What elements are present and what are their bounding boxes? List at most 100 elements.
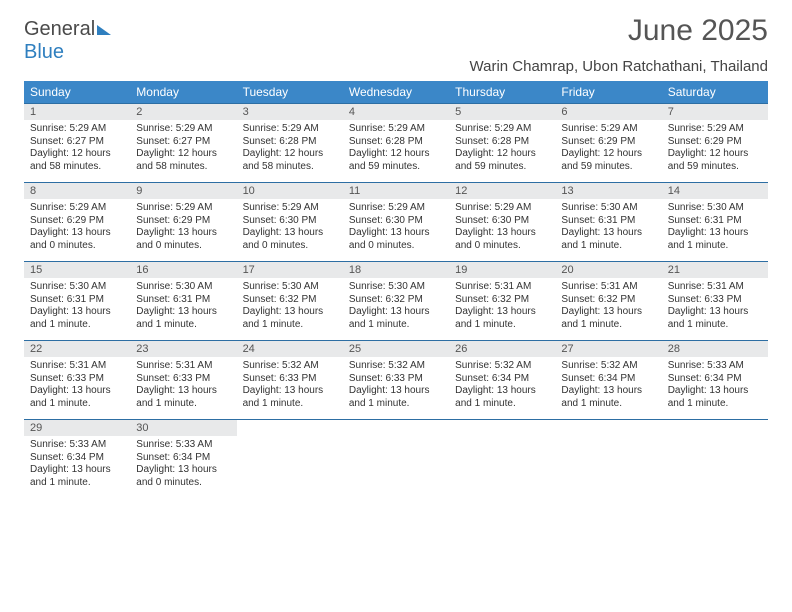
day-number: 7 (662, 104, 768, 120)
sunrise-line: Sunrise: 5:32 AM (349, 360, 443, 373)
day-body: Sunrise: 5:30 AMSunset: 6:31 PMDaylight:… (555, 199, 661, 256)
day-cell: .. (555, 420, 661, 498)
day-cell: 4Sunrise: 5:29 AMSunset: 6:28 PMDaylight… (343, 104, 449, 182)
daylight-line: Daylight: 13 hours and 0 minutes. (349, 227, 443, 252)
day-body: Sunrise: 5:29 AMSunset: 6:29 PMDaylight:… (130, 199, 236, 256)
sunset-line: Sunset: 6:34 PM (455, 373, 549, 386)
sunset-line: Sunset: 6:34 PM (668, 373, 762, 386)
day-cell: 12Sunrise: 5:29 AMSunset: 6:30 PMDayligh… (449, 183, 555, 261)
day-number: 29 (24, 420, 130, 436)
day-cell: 21Sunrise: 5:31 AMSunset: 6:33 PMDayligh… (662, 262, 768, 340)
sunset-line: Sunset: 6:27 PM (30, 136, 124, 149)
day-body: Sunrise: 5:29 AMSunset: 6:28 PMDaylight:… (449, 120, 555, 177)
sunset-line: Sunset: 6:32 PM (455, 294, 549, 307)
day-cell: .. (343, 420, 449, 498)
day-number: 1 (24, 104, 130, 120)
day-cell: 19Sunrise: 5:31 AMSunset: 6:32 PMDayligh… (449, 262, 555, 340)
sunrise-line: Sunrise: 5:31 AM (455, 281, 549, 294)
day-number: 20 (555, 262, 661, 278)
day-body: Sunrise: 5:33 AMSunset: 6:34 PMDaylight:… (130, 436, 236, 493)
sunset-line: Sunset: 6:29 PM (668, 136, 762, 149)
daylight-line: Daylight: 12 hours and 58 minutes. (243, 148, 337, 173)
day-cell: 24Sunrise: 5:32 AMSunset: 6:33 PMDayligh… (237, 341, 343, 419)
day-number: 8 (24, 183, 130, 199)
daylight-line: Daylight: 13 hours and 1 minute. (455, 306, 549, 331)
sunrise-line: Sunrise: 5:31 AM (136, 360, 230, 373)
day-body: Sunrise: 5:32 AMSunset: 6:33 PMDaylight:… (343, 357, 449, 414)
day-body: Sunrise: 5:30 AMSunset: 6:31 PMDaylight:… (24, 278, 130, 335)
day-cell: 29Sunrise: 5:33 AMSunset: 6:34 PMDayligh… (24, 420, 130, 498)
daylight-line: Daylight: 12 hours and 58 minutes. (136, 148, 230, 173)
day-header: Friday (555, 81, 661, 103)
sunset-line: Sunset: 6:30 PM (455, 215, 549, 228)
daylight-line: Daylight: 12 hours and 59 minutes. (455, 148, 549, 173)
daylight-line: Daylight: 13 hours and 1 minute. (243, 306, 337, 331)
day-header-row: Sunday Monday Tuesday Wednesday Thursday… (24, 81, 768, 103)
sunset-line: Sunset: 6:31 PM (136, 294, 230, 307)
day-body: Sunrise: 5:30 AMSunset: 6:31 PMDaylight:… (662, 199, 768, 256)
day-cell: 9Sunrise: 5:29 AMSunset: 6:29 PMDaylight… (130, 183, 236, 261)
sunset-line: Sunset: 6:30 PM (243, 215, 337, 228)
sunset-line: Sunset: 6:28 PM (455, 136, 549, 149)
sunset-line: Sunset: 6:33 PM (136, 373, 230, 386)
sunset-line: Sunset: 6:33 PM (243, 373, 337, 386)
day-body: Sunrise: 5:29 AMSunset: 6:29 PMDaylight:… (555, 120, 661, 177)
sunset-line: Sunset: 6:32 PM (243, 294, 337, 307)
day-number: 2 (130, 104, 236, 120)
day-number: 14 (662, 183, 768, 199)
sunset-line: Sunset: 6:29 PM (30, 215, 124, 228)
daylight-line: Daylight: 12 hours and 59 minutes. (349, 148, 443, 173)
day-body: Sunrise: 5:32 AMSunset: 6:34 PMDaylight:… (449, 357, 555, 414)
day-body: Sunrise: 5:31 AMSunset: 6:32 PMDaylight:… (449, 278, 555, 335)
day-cell: 16Sunrise: 5:30 AMSunset: 6:31 PMDayligh… (130, 262, 236, 340)
day-cell: 3Sunrise: 5:29 AMSunset: 6:28 PMDaylight… (237, 104, 343, 182)
day-number: 18 (343, 262, 449, 278)
day-number: 26 (449, 341, 555, 357)
week-row: 22Sunrise: 5:31 AMSunset: 6:33 PMDayligh… (24, 340, 768, 419)
day-cell: 25Sunrise: 5:32 AMSunset: 6:33 PMDayligh… (343, 341, 449, 419)
day-cell: 27Sunrise: 5:32 AMSunset: 6:34 PMDayligh… (555, 341, 661, 419)
day-cell: 13Sunrise: 5:30 AMSunset: 6:31 PMDayligh… (555, 183, 661, 261)
weeks-container: 1Sunrise: 5:29 AMSunset: 6:27 PMDaylight… (24, 103, 768, 498)
sunset-line: Sunset: 6:32 PM (349, 294, 443, 307)
sunrise-line: Sunrise: 5:29 AM (561, 123, 655, 136)
sunset-line: Sunset: 6:34 PM (561, 373, 655, 386)
day-body: Sunrise: 5:32 AMSunset: 6:33 PMDaylight:… (237, 357, 343, 414)
day-body: Sunrise: 5:32 AMSunset: 6:34 PMDaylight:… (555, 357, 661, 414)
day-cell: 26Sunrise: 5:32 AMSunset: 6:34 PMDayligh… (449, 341, 555, 419)
sunrise-line: Sunrise: 5:30 AM (668, 202, 762, 215)
day-cell: 15Sunrise: 5:30 AMSunset: 6:31 PMDayligh… (24, 262, 130, 340)
day-header: Wednesday (343, 81, 449, 103)
day-cell: 18Sunrise: 5:30 AMSunset: 6:32 PMDayligh… (343, 262, 449, 340)
day-body: Sunrise: 5:30 AMSunset: 6:32 PMDaylight:… (237, 278, 343, 335)
sunrise-line: Sunrise: 5:29 AM (136, 202, 230, 215)
daylight-line: Daylight: 13 hours and 0 minutes. (30, 227, 124, 252)
header: General Blue June 2025 (0, 0, 792, 56)
day-header: Monday (130, 81, 236, 103)
daylight-line: Daylight: 13 hours and 1 minute. (243, 385, 337, 410)
day-number: 3 (237, 104, 343, 120)
daylight-line: Daylight: 13 hours and 1 minute. (561, 385, 655, 410)
sunrise-line: Sunrise: 5:30 AM (243, 281, 337, 294)
sunrise-line: Sunrise: 5:29 AM (136, 123, 230, 136)
logo-text-1: General (24, 18, 95, 40)
day-header: Sunday (24, 81, 130, 103)
sunrise-line: Sunrise: 5:29 AM (30, 123, 124, 136)
day-cell: .. (237, 420, 343, 498)
week-row: 8Sunrise: 5:29 AMSunset: 6:29 PMDaylight… (24, 182, 768, 261)
day-number: 16 (130, 262, 236, 278)
logo-triangle-icon (97, 25, 111, 35)
day-body: Sunrise: 5:29 AMSunset: 6:29 PMDaylight:… (662, 120, 768, 177)
day-number: 17 (237, 262, 343, 278)
week-row: 29Sunrise: 5:33 AMSunset: 6:34 PMDayligh… (24, 419, 768, 498)
sunset-line: Sunset: 6:28 PM (243, 136, 337, 149)
daylight-line: Daylight: 13 hours and 1 minute. (668, 227, 762, 252)
day-number: 19 (449, 262, 555, 278)
day-header: Tuesday (237, 81, 343, 103)
logo-text-2: Blue (24, 41, 64, 63)
sunrise-line: Sunrise: 5:29 AM (349, 123, 443, 136)
calendar: Sunday Monday Tuesday Wednesday Thursday… (24, 81, 768, 498)
sunrise-line: Sunrise: 5:33 AM (136, 439, 230, 452)
logo: General Blue (24, 18, 111, 64)
day-cell: .. (449, 420, 555, 498)
